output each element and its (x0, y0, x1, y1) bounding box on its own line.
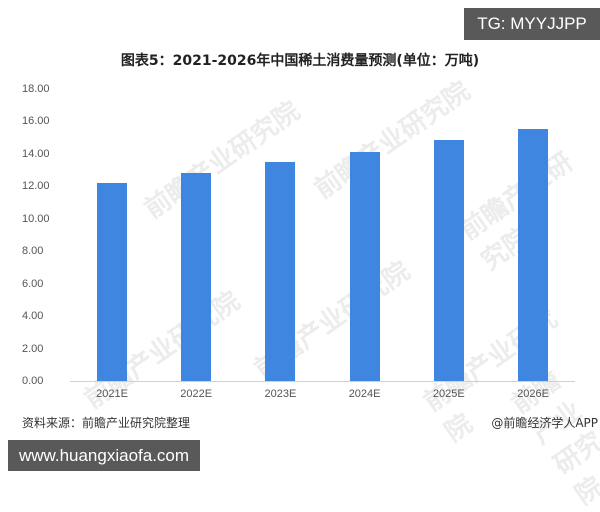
chart-title: 图表5：2021-2026年中国稀土消费量预测(单位：万吨) (120, 53, 480, 69)
y-tick-label: 2.00 (22, 342, 44, 355)
x-tick-label: 2024E (348, 388, 381, 400)
credit-note: @前瞻经济学人APP (491, 416, 598, 430)
x-tick-label: 2023E (264, 388, 297, 400)
x-tick-label: 2025E (432, 388, 465, 400)
y-tick-label: 14.00 (22, 147, 50, 160)
y-tick-label: 18.00 (22, 82, 50, 95)
bar-2025E (433, 140, 464, 381)
bar-2024E (349, 152, 380, 381)
y-tick-label: 4.00 (22, 310, 44, 322)
y-tick-label: 16.00 (22, 115, 50, 127)
y-tick-label: 8.00 (22, 245, 44, 257)
bar-2021E (97, 183, 127, 381)
y-tick-label: 6.00 (22, 277, 44, 290)
x-tick-label: 2026E (517, 388, 549, 400)
y-tick-label: 0.00 (22, 375, 44, 387)
tg-badge: TG: MYYJJPP (464, 8, 600, 40)
x-tick-label: 2021E (96, 388, 128, 400)
y-tick-label: 12.00 (22, 180, 50, 192)
bar-2026E (518, 129, 548, 381)
x-tick-label: 2022E (180, 388, 213, 400)
y-tick-label: 10.00 (22, 212, 50, 225)
source-note: 资料来源：前瞻产业研究院整理 (22, 416, 191, 430)
x-axis-line (70, 381, 575, 382)
bar-2023E (265, 161, 296, 381)
url-badge: www.huangxiaofa.com (8, 440, 200, 471)
bar-2022E (181, 173, 212, 381)
